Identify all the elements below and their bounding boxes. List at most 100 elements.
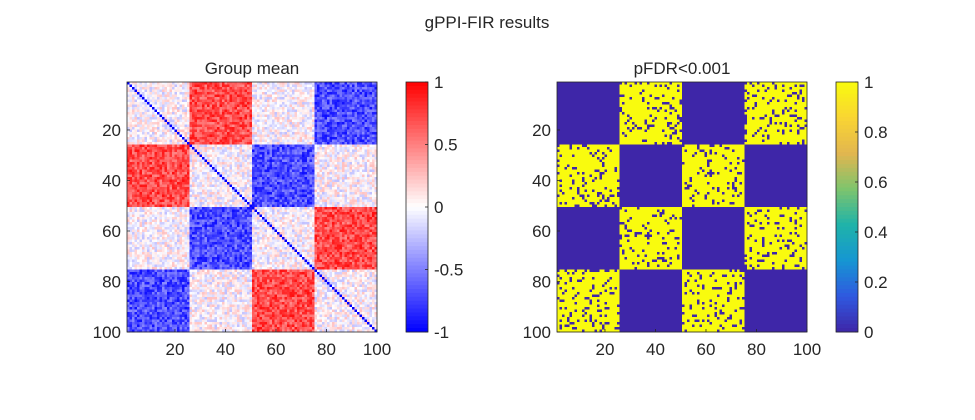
- heatmap-cell: [129, 154, 133, 158]
- heatmap-cell: [349, 87, 353, 90]
- heatmap-cell: [339, 199, 343, 203]
- heatmap-cell: [267, 97, 270, 100]
- heatmap-cell: [357, 122, 360, 125]
- heatmap-cell: [289, 199, 293, 203]
- heatmap-cell: [134, 134, 138, 138]
- heatmap-cell: [349, 147, 353, 150]
- heatmap-cell: [159, 117, 163, 120]
- heatmap-cell: [349, 199, 353, 203]
- heatmap-cell: [282, 122, 285, 125]
- heatmap-cell: [324, 204, 328, 208]
- heatmap-cell: [174, 182, 178, 185]
- heatmap-cell: [224, 124, 228, 128]
- heatmap-cell: [327, 202, 330, 205]
- heatmap-cell: [339, 177, 343, 180]
- heatmap-cell: [154, 109, 158, 113]
- heatmap-cell: [364, 194, 368, 198]
- heatmap-cell: [274, 167, 278, 170]
- heatmap-cell: [242, 152, 245, 155]
- heatmap-cell: [162, 117, 165, 120]
- heatmap-cell: [289, 127, 293, 130]
- heatmap-cell: [182, 104, 185, 108]
- heatmap-cell: [302, 192, 305, 195]
- heatmap-cell: [219, 112, 223, 115]
- heatmap-cell: [194, 179, 198, 183]
- heatmap-cell: [232, 112, 235, 115]
- heatmap-cell: [152, 182, 155, 185]
- heatmap-cell: [172, 139, 175, 143]
- heatmap-cell: [159, 144, 163, 148]
- heatmap-cell: [342, 184, 345, 188]
- heatmap-cell: [344, 189, 348, 193]
- heatmap-cell: [277, 177, 280, 180]
- heatmap-cell: [342, 122, 345, 125]
- heatmap-cell: [217, 167, 220, 170]
- heatmap-cell: [219, 202, 223, 205]
- heatmap-cell: [304, 127, 308, 130]
- heatmap-cell: [294, 179, 298, 183]
- heatmap-cell: [304, 104, 308, 108]
- heatmap-cell: [359, 89, 363, 93]
- heatmap-cell: [354, 172, 358, 175]
- heatmap-cell: [214, 169, 218, 173]
- heatmap-cell: [324, 149, 328, 153]
- heatmap-cell: [244, 129, 248, 133]
- heatmap-cell: [287, 182, 290, 185]
- heatmap-cell: [297, 199, 300, 203]
- heatmap-cell: [137, 162, 140, 165]
- heatmap-cell: [197, 159, 200, 163]
- heatmap-cell: [309, 152, 313, 155]
- heatmap-cell: [337, 182, 340, 185]
- heatmap-cell: [242, 147, 245, 150]
- heatmap-cell: [174, 169, 178, 173]
- heatmap-cell: [284, 184, 288, 188]
- heatmap-cell: [142, 189, 145, 193]
- heatmap-cell: [337, 119, 340, 123]
- heatmap-cell: [159, 192, 163, 195]
- heatmap-cell: [272, 84, 275, 88]
- heatmap-cell: [164, 94, 168, 98]
- heatmap-cell: [227, 89, 230, 93]
- heatmap-cell: [234, 159, 238, 163]
- heatmap-cell: [369, 182, 373, 185]
- heatmap-cell: [222, 87, 225, 90]
- heatmap-cell: [327, 164, 330, 168]
- heatmap-cell: [184, 89, 188, 93]
- heatmap-cell: [257, 124, 260, 128]
- heatmap-cell: [329, 94, 333, 98]
- heatmap-cell: [312, 162, 315, 165]
- heatmap-cell: [282, 114, 285, 118]
- heatmap-cell: [214, 204, 218, 208]
- heatmap-cell: [227, 132, 230, 135]
- heatmap-cell: [229, 159, 233, 163]
- heatmap-cell: [234, 172, 238, 175]
- heatmap-cell: [222, 82, 225, 85]
- heatmap-cell: [162, 147, 165, 150]
- heatmap-cell: [212, 112, 215, 115]
- heatmap-cell: [279, 172, 283, 175]
- heatmap-cell: [129, 162, 133, 165]
- heatmap-cell: [319, 192, 323, 195]
- heatmap-cell: [239, 82, 243, 85]
- heatmap-cell: [157, 129, 160, 133]
- heatmap-cell: [144, 184, 148, 188]
- group-mean-heatmap: [127, 82, 378, 333]
- heatmap-cell: [324, 164, 328, 168]
- heatmap-cell: [282, 142, 285, 145]
- heatmap-cell: [304, 157, 308, 160]
- heatmap-cell: [252, 179, 255, 183]
- heatmap-cell: [244, 107, 248, 110]
- heatmap-cell: [169, 102, 173, 105]
- heatmap-cell: [374, 92, 378, 95]
- heatmap-cell: [249, 87, 253, 90]
- heatmap-cell: [272, 164, 275, 168]
- heatmap-cell: [207, 97, 210, 100]
- heatmap-cell: [244, 87, 248, 90]
- heatmap-cell: [317, 87, 320, 90]
- heatmap-cell: [177, 147, 180, 150]
- heatmap-cell: [177, 199, 180, 203]
- heatmap-cell: [232, 194, 235, 198]
- heatmap-cell: [172, 197, 175, 200]
- heatmap-cell: [309, 124, 313, 128]
- heatmap-cell: [164, 107, 168, 110]
